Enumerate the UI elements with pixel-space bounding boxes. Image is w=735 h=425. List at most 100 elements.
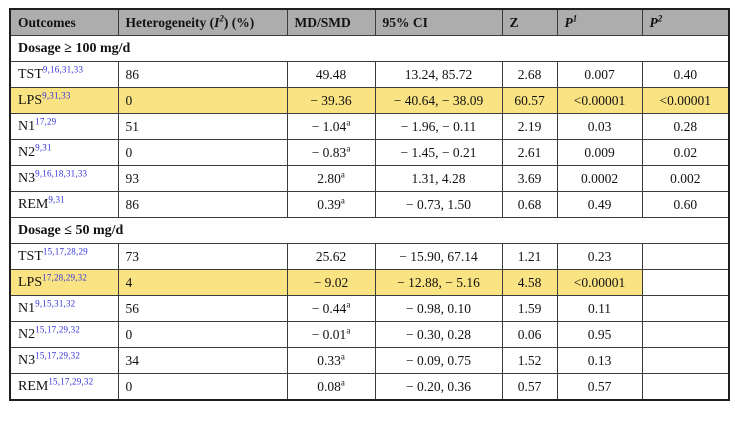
outcome-label: N3 bbox=[18, 352, 36, 368]
cell-heterogeneity: 4 bbox=[117, 269, 288, 296]
cell-ci: 13.24, 85.72 bbox=[374, 61, 503, 88]
cell-ci: − 0.30, 0.28 bbox=[374, 321, 503, 348]
section-title: Dosage ≤ 50 mg/d bbox=[9, 217, 730, 244]
cell-md-smd: 2.80a bbox=[286, 165, 376, 192]
col-header-heterogeneity: Heterogeneity (I2) (%) bbox=[117, 8, 288, 36]
cell-z: 1.52 bbox=[501, 347, 558, 374]
cell-outcome: REM15,17,29,32 bbox=[9, 373, 119, 401]
cell-p1: 0.007 bbox=[556, 61, 643, 88]
section-row: Dosage ≤ 50 mg/d bbox=[9, 217, 730, 244]
header-superscript: 2 bbox=[219, 13, 224, 23]
table-row: N19,15,31,32 56− 0.44a − 0.98, 0.10 1.59 0.1… bbox=[9, 295, 730, 322]
cell-z: 60.57 bbox=[501, 87, 558, 114]
cell-outcome: TST15,17,28,29 bbox=[9, 243, 119, 270]
cell-heterogeneity: 0 bbox=[117, 321, 288, 348]
cell-md-smd: 49.48 bbox=[286, 61, 376, 88]
reference-superscript: 15,17,29,32 bbox=[35, 349, 81, 360]
cell-p1: 0.0002 bbox=[556, 165, 643, 192]
table-row: REM9,31 86 0.39a − 0.73, 1.50 0.68 0.49 0.60 bbox=[9, 191, 730, 218]
cell-heterogeneity: 86 bbox=[117, 191, 288, 218]
outcome-label: REM bbox=[18, 378, 49, 394]
col-header-p1: P1 bbox=[556, 8, 643, 36]
cell-outcome: N215,17,29,32 bbox=[9, 321, 119, 348]
header-text: Outcomes bbox=[18, 14, 76, 30]
cell-z: 0.57 bbox=[501, 373, 558, 401]
cell-p1: 0.23 bbox=[556, 243, 643, 270]
section-row: Dosage ≥ 100 mg/d bbox=[9, 35, 730, 62]
cell-p2: 0.02 bbox=[641, 139, 730, 166]
footnote-superscript: a bbox=[346, 117, 351, 127]
table-row: REM15,17,29,32 0 0.08a − 0.20, 0.36 0.57 0.57 bbox=[9, 373, 730, 401]
cell-heterogeneity: 93 bbox=[117, 165, 288, 192]
cell-heterogeneity: 56 bbox=[117, 295, 288, 322]
cell-p2 bbox=[641, 347, 730, 374]
outcome-label: N1 bbox=[18, 300, 36, 316]
cell-md-smd: 25.62 bbox=[286, 243, 376, 270]
reference-superscript: 9,31 bbox=[35, 141, 52, 152]
header-text: P bbox=[649, 14, 658, 30]
md-smd-value: 0.08 bbox=[317, 378, 341, 394]
cell-p1: 0.009 bbox=[556, 139, 643, 166]
header-text: Heterogeneity ( bbox=[125, 14, 215, 30]
cell-ci: − 40.64, − 38.09 bbox=[374, 87, 503, 114]
outcome-label: N3 bbox=[18, 170, 36, 186]
md-smd-value: − 9.02 bbox=[313, 274, 349, 290]
cell-p1: 0.03 bbox=[556, 113, 643, 140]
cell-heterogeneity: 0 bbox=[117, 139, 288, 166]
md-smd-value: 49.48 bbox=[315, 66, 347, 82]
md-smd-value: − 1.04 bbox=[311, 118, 347, 134]
cell-p2 bbox=[641, 243, 730, 270]
footnote-superscript: a bbox=[340, 195, 345, 205]
col-header-md-smd: MD/SMD bbox=[286, 8, 376, 36]
reference-superscript: 9,15,31,32 bbox=[35, 297, 76, 308]
cell-p2: 0.28 bbox=[641, 113, 730, 140]
cell-heterogeneity: 86 bbox=[117, 61, 288, 88]
col-header-outcomes: Outcomes bbox=[9, 8, 119, 36]
md-smd-value: 25.62 bbox=[315, 248, 347, 264]
outcome-label: N2 bbox=[18, 326, 36, 342]
cell-ci: − 0.20, 0.36 bbox=[374, 373, 503, 401]
outcome-label: N2 bbox=[18, 144, 36, 160]
table-row: N215,17,29,32 0− 0.01a − 0.30, 0.28 0.06 0.9… bbox=[9, 321, 730, 348]
header-superscript: 2 bbox=[657, 13, 663, 23]
header-row: Outcomes Heterogeneity (I2) (%) MD/SMD 95% … bbox=[9, 8, 730, 36]
table-row: TST15,17,28,29 73 25.62− 15.90, 67.14 1.21 0… bbox=[9, 243, 730, 270]
cell-outcome: N117,29 bbox=[9, 113, 119, 140]
cell-md-smd: 0.08a bbox=[286, 373, 376, 401]
outcomes-table: Outcomes Heterogeneity (I2) (%) MD/SMD 95% … bbox=[9, 8, 730, 401]
header-text: I bbox=[214, 14, 220, 30]
cell-p1: 0.57 bbox=[556, 373, 643, 401]
cell-ci: − 0.98, 0.10 bbox=[374, 295, 503, 322]
header-superscript: 1 bbox=[572, 13, 578, 23]
cell-p2 bbox=[641, 373, 730, 401]
cell-md-smd: − 1.04a bbox=[286, 113, 376, 140]
cell-z: 2.68 bbox=[501, 61, 558, 88]
cell-heterogeneity: 73 bbox=[117, 243, 288, 270]
md-smd-value: − 0.83 bbox=[311, 144, 347, 160]
cell-z: 3.69 bbox=[501, 165, 558, 192]
outcome-label: TST bbox=[18, 248, 43, 264]
cell-outcome: REM9,31 bbox=[9, 191, 119, 218]
cell-md-smd: 0.39a bbox=[286, 191, 376, 218]
outcome-label: LPS bbox=[18, 92, 43, 108]
cell-p1: <0.00001 bbox=[556, 269, 643, 296]
cell-outcome: N19,15,31,32 bbox=[9, 295, 119, 322]
cell-outcome: LPS9,31,33 bbox=[9, 87, 119, 114]
cell-p1: 0.13 bbox=[556, 347, 643, 374]
cell-p1: 0.49 bbox=[556, 191, 643, 218]
cell-p2 bbox=[641, 321, 730, 348]
cell-outcome: N39,16,18,31,33 bbox=[9, 165, 119, 192]
table-row: N117,29 51− 1.04a − 1.96, − 0.11 2.19 0.03 0.… bbox=[9, 113, 730, 140]
md-smd-value: 2.80 bbox=[317, 170, 341, 186]
cell-z: 1.59 bbox=[501, 295, 558, 322]
paper-table-page: Outcomes Heterogeneity (I2) (%) MD/SMD 95% … bbox=[9, 8, 730, 401]
reference-superscript: 17,29 bbox=[35, 115, 57, 126]
col-header-z: Z bbox=[501, 8, 558, 36]
cell-p2: 0.002 bbox=[641, 165, 730, 192]
cell-z: 2.19 bbox=[501, 113, 558, 140]
reference-superscript: 17,28,29,32 bbox=[42, 271, 88, 282]
cell-heterogeneity: 0 bbox=[117, 373, 288, 401]
cell-outcome: N315,17,29,32 bbox=[9, 347, 119, 374]
outcome-label: REM bbox=[18, 196, 49, 212]
table-row: N315,17,29,32 34 0.33a − 0.09, 0.75 1.52 0.13 bbox=[9, 347, 730, 374]
